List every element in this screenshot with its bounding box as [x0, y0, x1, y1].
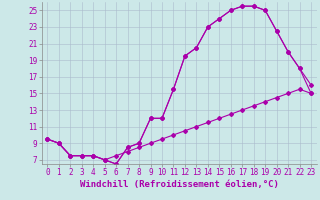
X-axis label: Windchill (Refroidissement éolien,°C): Windchill (Refroidissement éolien,°C): [80, 180, 279, 189]
